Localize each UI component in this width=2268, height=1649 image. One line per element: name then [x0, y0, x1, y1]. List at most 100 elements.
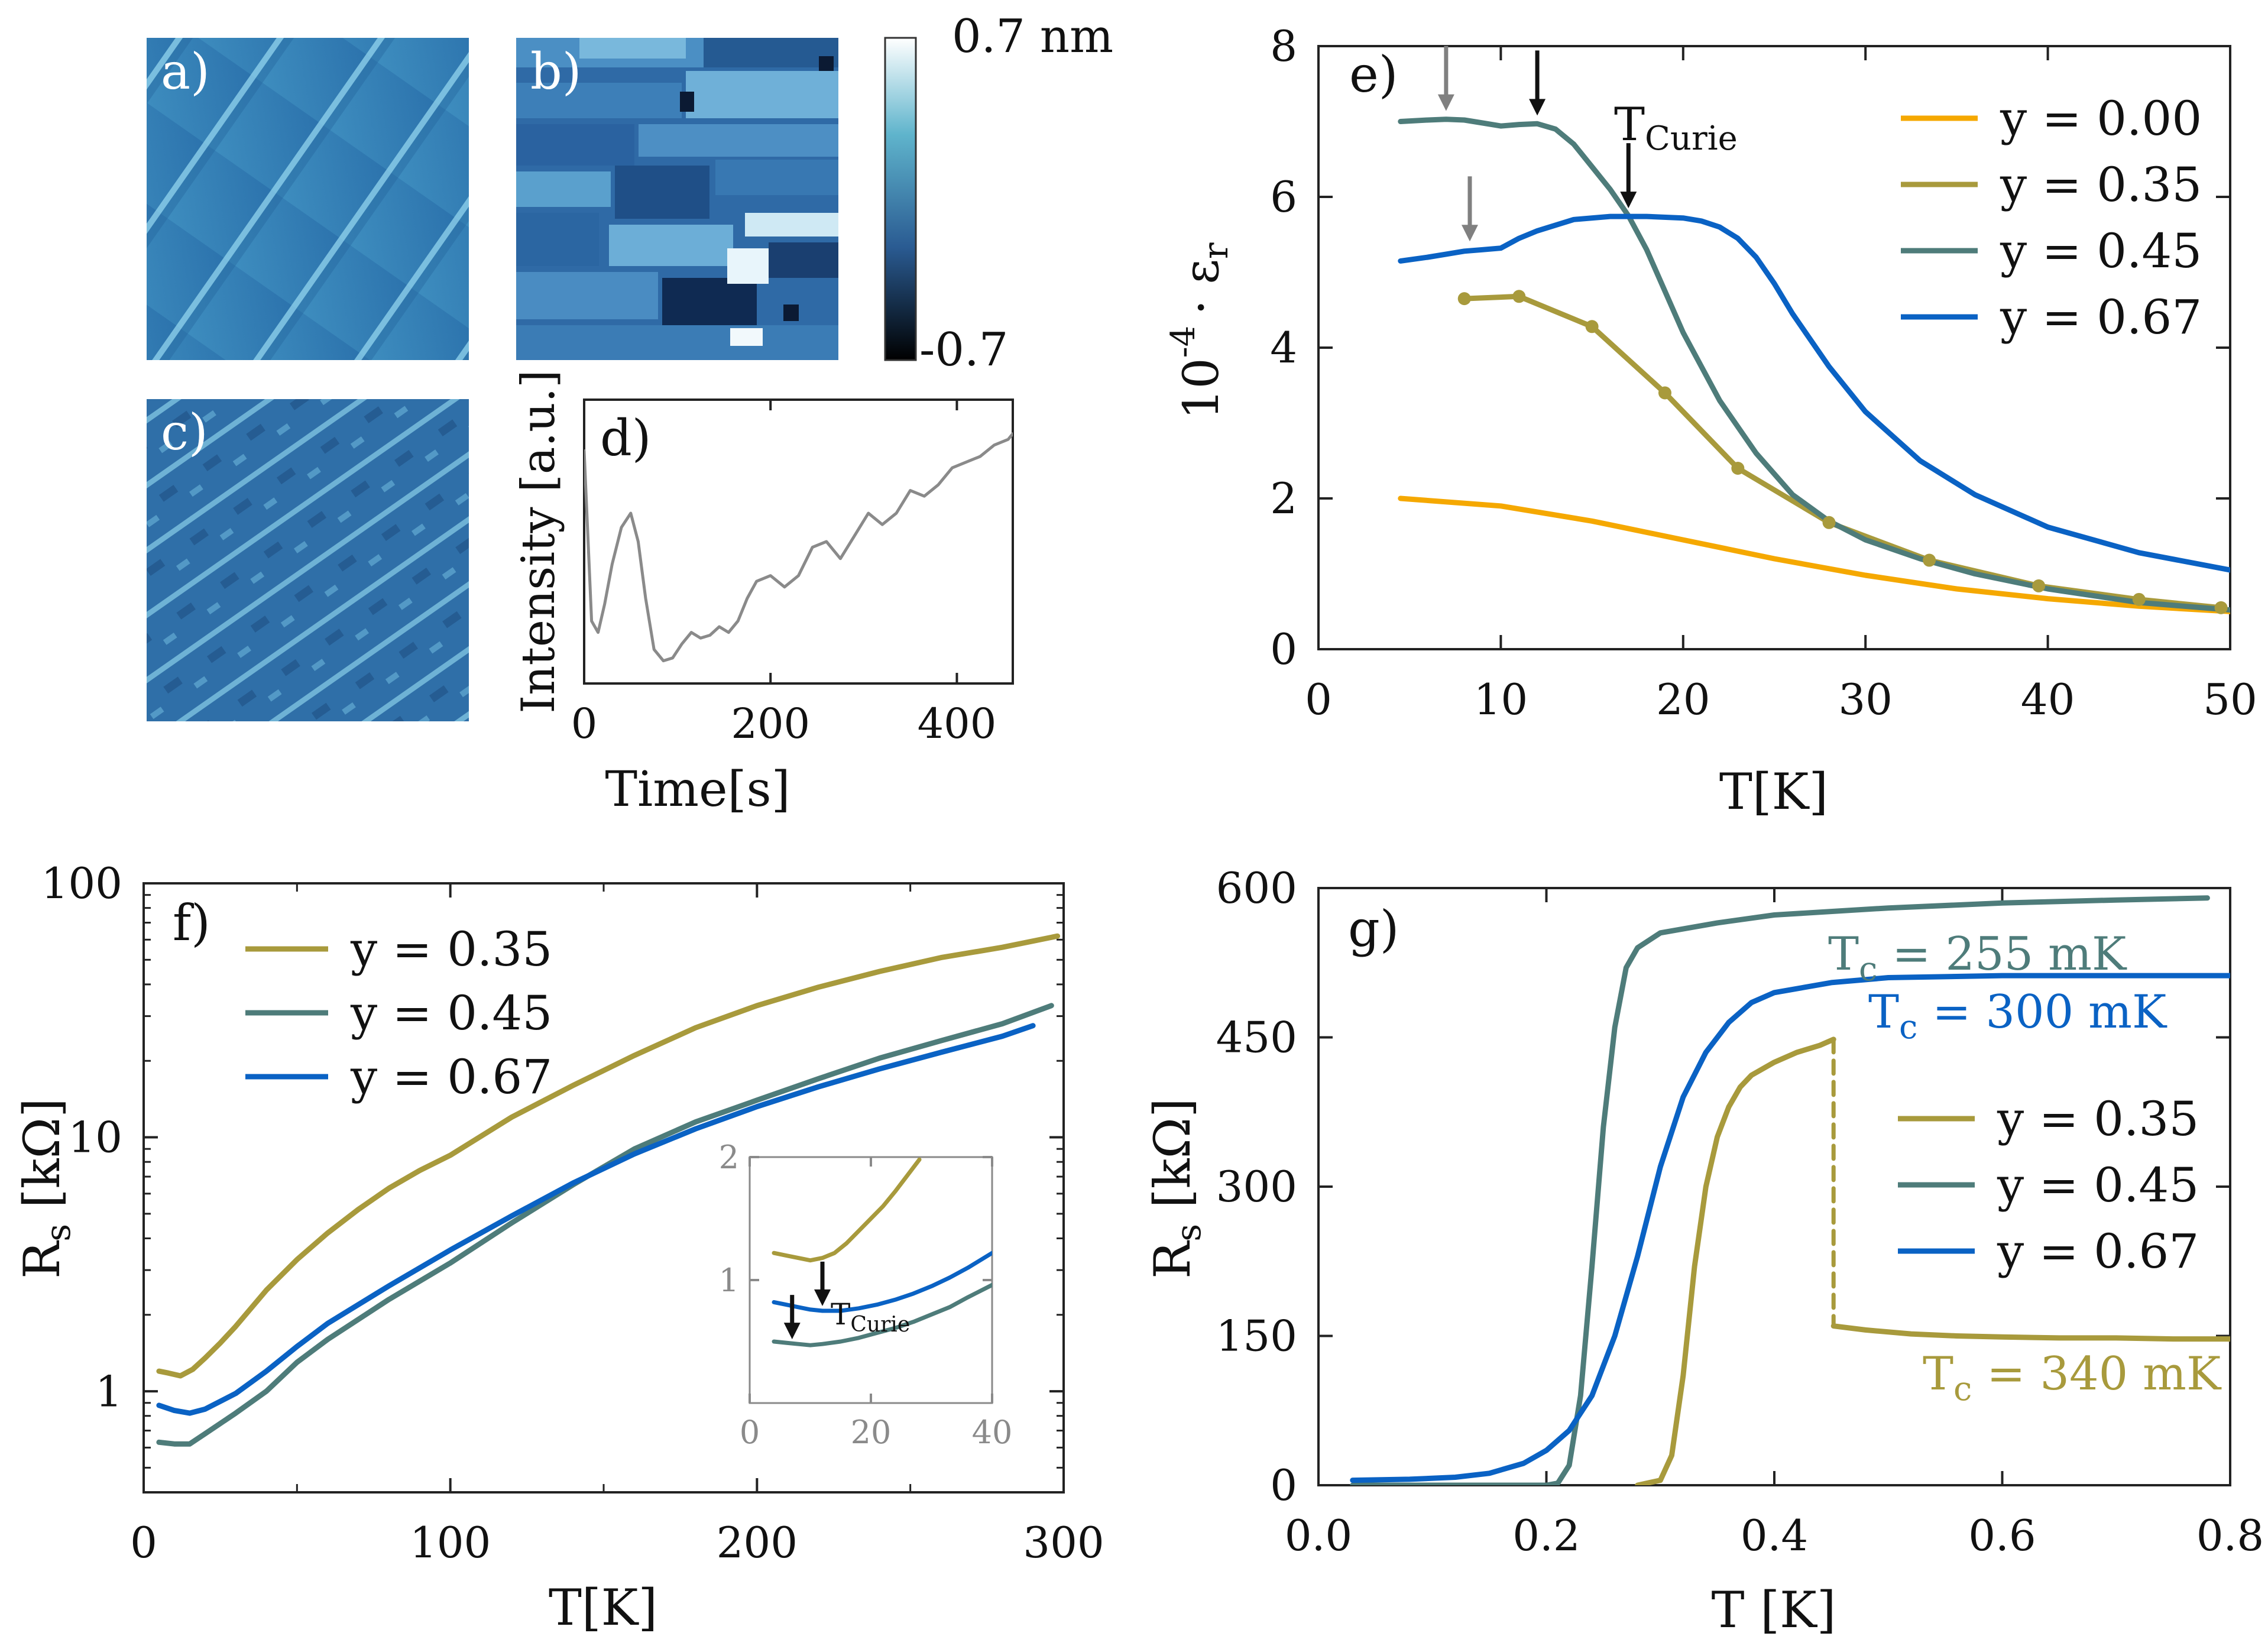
plot-e-line-y-0-67 — [1398, 213, 2230, 573]
e-xtick-label-1: 10 — [1474, 675, 1528, 724]
fi-ytick-label-1: 2 — [719, 1139, 739, 1176]
panel-b: b) — [516, 38, 838, 360]
plot-d-ticks: 0 200 400 — [571, 400, 997, 748]
e-xtick-label-2: 20 — [1656, 675, 1710, 724]
plot-f-inset-frame — [749, 1156, 993, 1404]
plot-g-line-y-0-45 — [1350, 895, 2210, 1485]
panel-label-d: d) — [600, 409, 652, 467]
plot-g-line-y-0-35 — [1635, 1036, 1836, 1485]
panel-c: c) — [147, 399, 469, 721]
panel-label-e: e) — [1349, 46, 1398, 103]
f-ytick-label-0: 1 — [95, 1366, 122, 1416]
e-xtick-label-4: 40 — [2021, 675, 2075, 724]
plot-e-marker-y035-6 — [1923, 553, 1936, 567]
g-ytick-label-1: 150 — [1216, 1311, 1297, 1361]
plot-e-arrow-3-head — [1620, 192, 1637, 209]
plot-g-tc-300: Tc = 300 mK — [1868, 986, 2167, 1047]
afm-image-c — [147, 399, 469, 721]
plot-e-legend-label-y-0-35: y = 0.35 — [2000, 157, 2202, 212]
plot-f-inset-line-y-0-67 — [772, 1250, 992, 1313]
plot-d-frame — [583, 399, 1014, 685]
plot-e-marker-y035-3 — [1658, 386, 1671, 400]
plot-f-legend-label-y-0-35: y = 0.35 — [350, 922, 552, 977]
plot-f-inset-arrow-0-head — [783, 1323, 801, 1340]
plot-g-legend-label-y-0-35: y = 0.35 — [1997, 1091, 2199, 1146]
plot-e-marker-y035-1 — [1512, 290, 1526, 303]
e-ytick-label-2: 4 — [1270, 323, 1297, 372]
plot-f-inset-tcurie-label: TCurie — [831, 1297, 910, 1337]
f-xtick-label-2: 200 — [717, 1518, 798, 1567]
plot-f-legend-label-y-0-67: y = 0.67 — [350, 1049, 552, 1104]
plot-e-xlabel: T[K] — [1719, 763, 1828, 821]
plot-d-xlabel: Time[s] — [605, 762, 790, 818]
plot-e-series — [1398, 116, 2230, 614]
plot-g-line-y-0-35-after-jump — [1830, 1323, 2230, 1342]
plot-g-legend-label-y-0-67: y = 0.67 — [1997, 1224, 2199, 1279]
plot-e-marker-y035-5 — [1822, 516, 1836, 529]
g-xtick-label-1: 0.2 — [1512, 1511, 1580, 1560]
plot-f-inset-line-y-0-45 — [772, 1282, 992, 1347]
g-ytick-label-4: 600 — [1216, 863, 1297, 913]
plot-d-line-rheed — [584, 432, 1013, 663]
plot-e-marker-y035-9 — [2214, 601, 2228, 614]
plot-e-marker-y035-4 — [1731, 462, 1745, 475]
f-ytick-label-2: 100 — [41, 858, 122, 908]
plot-g-xlabel: T [K] — [1711, 1581, 1836, 1639]
plot-f-inset: 0 20 40 1 2 TCurie — [719, 1139, 1013, 1451]
plot-e-arrow-1-head — [1529, 99, 1546, 116]
g-ytick-label-2: 300 — [1216, 1162, 1297, 1211]
plot-e-arrow-0-head — [1437, 94, 1454, 111]
f-xtick-label-3: 300 — [1023, 1518, 1104, 1567]
panel-label-f: f) — [173, 894, 210, 952]
colorbar-bottom-label: -0.7 — [919, 323, 1008, 377]
plot-f-legend-label-y-0-45: y = 0.45 — [350, 986, 552, 1041]
e-ytick-label-3: 6 — [1270, 172, 1297, 222]
g-xtick-label-0: 0.0 — [1285, 1511, 1353, 1560]
plot-f-series — [156, 933, 1061, 1447]
colorbar-gradient — [884, 37, 917, 361]
plot-e-legend: y = 0.00 y = 0.35 y = 0.45 y = 0.67 — [1901, 91, 2202, 345]
plot-e-marker-y035-7 — [2032, 579, 2046, 592]
e-ytick-label-4: 8 — [1270, 21, 1297, 71]
plot-f-inset-arrow-1-head — [814, 1289, 831, 1306]
g-xtick-label-3: 0.6 — [1968, 1511, 2036, 1560]
afm-domains-b — [516, 38, 838, 360]
panel-d: 0 200 400 d) Time[s] Intensity [a.u.] — [512, 370, 1014, 818]
plot-f-legend: y = 0.35 y = 0.45 y = 0.67 — [245, 922, 552, 1104]
f-xtick-label-0: 0 — [130, 1518, 157, 1567]
plot-g-ylabel: Rs [kΩ] — [1143, 1098, 1208, 1279]
plot-f-xlabel: T[K] — [549, 1579, 657, 1637]
plot-e-ylabel: 10-4· εr — [1164, 242, 1236, 420]
plot-g-series — [1350, 895, 2230, 1485]
f-ytick-label-1: 10 — [68, 1113, 122, 1162]
g-ytick-label-3: 450 — [1216, 1013, 1297, 1062]
plot-f-inset-arrows — [783, 1261, 831, 1340]
plot-e-legend-label-y-0-00: y = 0.00 — [2000, 91, 2202, 146]
g-ytick-label-0: 0 — [1270, 1460, 1297, 1510]
plot-d-series — [584, 432, 1013, 663]
afm-image-a — [147, 38, 469, 360]
plot-d-ylabel: Intensity [a.u.] — [512, 370, 565, 713]
colorbar: 0.7 nm -0.7 — [884, 10, 1113, 377]
fi-xtick-label-0: 0 — [740, 1414, 760, 1451]
plot-g-legend: y = 0.35 y = 0.45 y = 0.67 — [1898, 1091, 2199, 1279]
panel-label-c: c) — [161, 403, 208, 461]
d-xtick-label-2: 400 — [918, 699, 997, 748]
plot-e-tcurie-label: TCurie — [1614, 98, 1738, 158]
g-xtick-label-4: 0.8 — [2196, 1511, 2264, 1560]
plot-f-inset-ticks: 0 20 40 1 2 — [719, 1139, 1013, 1451]
plot-e-marker-y035-8 — [2132, 592, 2146, 606]
plot-e-line-y-0-45 — [1398, 116, 2230, 613]
plot-f-inset-line-y-0-35 — [772, 1157, 922, 1263]
panel-g: 0.0 0.2 0.4 0.6 0.8 0 150 300 450 600 g) y = 0.35… — [1143, 863, 2264, 1639]
d-xtick-label-0: 0 — [571, 699, 598, 748]
plot-e-marker-y035-0 — [1457, 292, 1471, 306]
plot-e-arrow-2-head — [1461, 225, 1478, 242]
plot-e-ticks: 0 10 20 30 40 50 0 2 4 6 8 — [1270, 21, 2257, 724]
fi-xtick-label-1: 20 — [851, 1414, 892, 1451]
fi-xtick-label-2: 40 — [972, 1414, 1013, 1451]
f-xtick-label-1: 100 — [410, 1518, 491, 1567]
plot-g-tc-255: Tc = 255 mK — [1828, 928, 2127, 989]
